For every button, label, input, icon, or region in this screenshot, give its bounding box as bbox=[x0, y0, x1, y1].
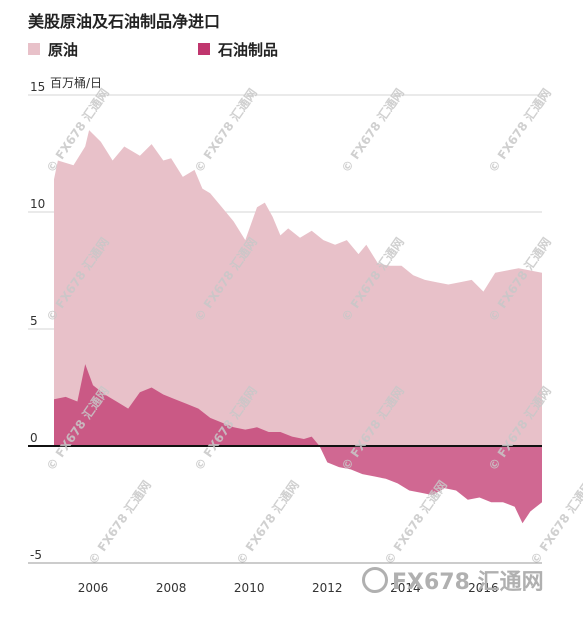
x-tick-label-2: 2010 bbox=[234, 581, 265, 595]
series-layer bbox=[54, 130, 542, 524]
brand-logo-icon bbox=[362, 567, 388, 593]
axis-layer bbox=[28, 445, 542, 564]
legend-swatch-crude bbox=[28, 43, 40, 55]
y-unit-label: 百万桶/日 bbox=[50, 75, 102, 90]
legend-item-products: 石油制品 bbox=[198, 40, 279, 59]
legend-label-products: 石油制品 bbox=[218, 40, 279, 59]
y-tick-label-3: 0 bbox=[30, 431, 38, 445]
y-tick-label-4: -5 bbox=[30, 548, 42, 562]
series-area-1 bbox=[54, 364, 542, 524]
y-tick-label-2: 5 bbox=[30, 314, 38, 328]
brand-logo: FX678 汇通网 bbox=[362, 564, 544, 596]
chart-title: 美股原油及石油制品净进口 bbox=[28, 12, 221, 31]
brand-logo-text: FX678 汇通网 bbox=[392, 570, 544, 595]
legend-swatch-products bbox=[198, 43, 210, 55]
legend-item-crude: 原油 bbox=[28, 40, 79, 59]
x-tick-label-4: 2014 bbox=[390, 581, 421, 595]
x-tick-label-3: 2012 bbox=[312, 581, 343, 595]
x-tick-label-1: 2008 bbox=[156, 581, 187, 595]
x-tick-label-5: 2016 bbox=[468, 581, 499, 595]
label-layer: 15 10 5 0 -5 2006 2008 2010 2012 2014 2016 bbox=[30, 80, 499, 595]
series-area-0 bbox=[54, 130, 542, 446]
y-tick-label-0: 15 bbox=[30, 80, 45, 94]
y-tick-label-1: 10 bbox=[30, 197, 45, 211]
x-tick-label-0: 2006 bbox=[78, 581, 109, 595]
legend-label-crude: 原油 bbox=[48, 40, 79, 59]
